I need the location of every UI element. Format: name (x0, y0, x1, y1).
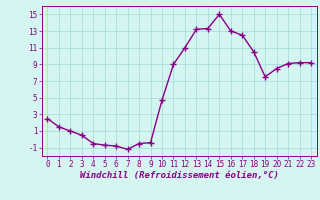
X-axis label: Windchill (Refroidissement éolien,°C): Windchill (Refroidissement éolien,°C) (80, 171, 279, 180)
